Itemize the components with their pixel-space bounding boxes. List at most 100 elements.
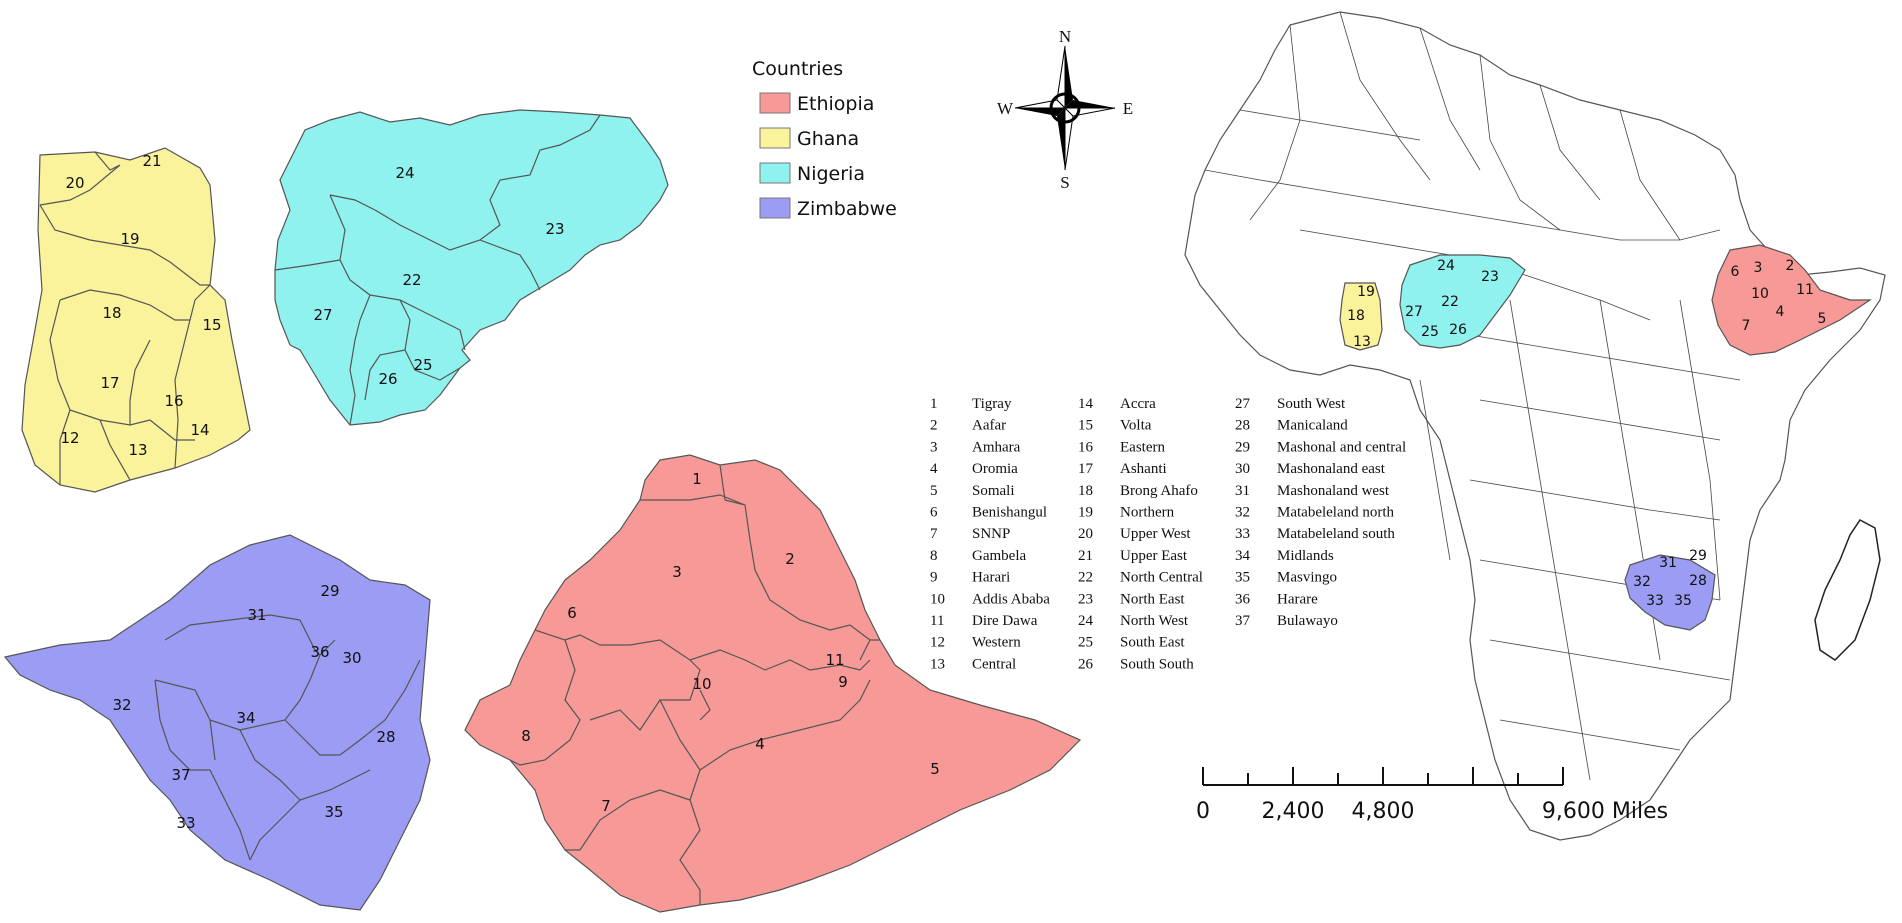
- key-region-name: Eastern: [1120, 439, 1165, 455]
- africa-outline: [1184, 11, 1886, 841]
- legend-label-ethiopia: Ethiopia: [797, 93, 874, 115]
- key-number: 19: [1078, 505, 1093, 521]
- key-region-name: Central: [972, 656, 1016, 672]
- ghana-outline: [21, 147, 251, 493]
- ethiopia-map: [464, 454, 1082, 913]
- key-number: 33: [1235, 526, 1250, 542]
- key-number: 7: [930, 526, 938, 542]
- key-region-name: South East: [1120, 635, 1185, 651]
- key-region-name: Ashanti: [1120, 461, 1167, 477]
- africa-region-label: 23: [1481, 269, 1499, 285]
- nigeria-region-label: 23: [545, 220, 564, 238]
- nigeria-region-label: 26: [378, 370, 397, 388]
- legend-title: Countries: [752, 58, 843, 80]
- key-number: 2: [930, 418, 938, 434]
- key-region-name: Mashonal and central: [1277, 439, 1406, 455]
- key-region-name: Brong Ahafo: [1120, 483, 1198, 499]
- nigeria-outline: [274, 109, 669, 426]
- nigeria-region-label: 22: [402, 271, 421, 289]
- legend-label-zimbabwe: Zimbabwe: [797, 198, 897, 220]
- key-region-name: Tigray: [972, 396, 1012, 412]
- nigeria-region-lines: [274, 114, 601, 426]
- zimbabwe-region-label: 28: [376, 728, 395, 746]
- key-number: 14: [1078, 396, 1094, 412]
- zimbabwe-region-label: 32: [112, 696, 131, 714]
- legend-swatch-nigeria: [759, 162, 791, 184]
- africa-region-label: 10: [1751, 286, 1769, 302]
- nigeria-map: [274, 109, 669, 426]
- ghana-region-label: 18: [102, 304, 121, 322]
- africa-region-label: 28: [1689, 573, 1707, 589]
- key-number: 11: [930, 613, 944, 629]
- ghana-region-label: 14: [190, 421, 209, 439]
- zimbabwe-region-label: 31: [247, 606, 266, 624]
- key-number: 32: [1235, 505, 1250, 521]
- africa-ethiopia: [1711, 244, 1872, 356]
- legend-swatch-ethiopia: [759, 92, 791, 114]
- ghana-region-label: 21: [142, 152, 161, 170]
- legend-swatch-ghana: [759, 127, 791, 149]
- ghana-region-label: 19: [120, 230, 139, 248]
- key-number: 34: [1235, 548, 1251, 564]
- africa-nigeria: [1399, 254, 1526, 349]
- ethiopia-region-label: 8: [521, 727, 531, 745]
- ethiopia-region-label: 5: [930, 760, 940, 778]
- ethiopia-region-label: 7: [601, 797, 611, 815]
- north-arrow: N S E W: [997, 27, 1133, 192]
- africa-region-label: 31: [1659, 555, 1677, 571]
- ghana-region-lines: [39, 151, 211, 485]
- key-region-name: Somali: [972, 483, 1015, 499]
- key-region-name: Benishangul: [972, 505, 1047, 521]
- scale-label-3: 9,600 Miles: [1542, 799, 1668, 824]
- key-region-name: Harare: [1277, 591, 1318, 607]
- zimbabwe-region-label: 30: [342, 649, 361, 667]
- key-number: 16: [1078, 439, 1094, 455]
- zimbabwe-region-label: 29: [320, 582, 339, 600]
- key-number: 31: [1235, 483, 1250, 499]
- compass-n: N: [1059, 27, 1071, 46]
- compass-w: W: [997, 99, 1014, 118]
- key-number: 12: [930, 635, 945, 651]
- key-region-name: Manicaland: [1277, 418, 1348, 434]
- key-region-name: Oromia: [972, 461, 1018, 477]
- key-region-name: Mashonaland west: [1277, 483, 1390, 499]
- key-number: 20: [1078, 526, 1093, 542]
- africa-region-label: 5: [1818, 311, 1827, 327]
- ethiopia-region-label: 1: [692, 470, 702, 488]
- key-number: 36: [1235, 591, 1251, 607]
- region-key: 1 Tigray 2 Aafar 3 Amhara 4 Oromia 5 Somali 6 Benis…: [930, 396, 1406, 672]
- zimbabwe-region-label: 37: [171, 766, 190, 784]
- key-number: 35: [1235, 570, 1250, 586]
- key-number: 37: [1235, 613, 1251, 629]
- key-region-name: Aafar: [972, 418, 1006, 434]
- africa-region-label: 4: [1776, 304, 1785, 320]
- africa-region-label: 11: [1796, 282, 1814, 298]
- key-region-name: Matabeleland north: [1277, 505, 1395, 521]
- key-number: 9: [930, 570, 938, 586]
- zimbabwe-region-label: 36: [310, 643, 329, 661]
- key-number: 18: [1078, 483, 1093, 499]
- ethiopia-region-label: 6: [567, 604, 577, 622]
- africa-region-label: 6: [1731, 264, 1740, 280]
- nigeria-region-label: 25: [413, 356, 432, 374]
- key-region-name: Accra: [1120, 396, 1156, 412]
- key-number: 13: [930, 656, 945, 672]
- africa-region-label: 19: [1357, 284, 1375, 300]
- africa-region-label: 26: [1449, 322, 1467, 338]
- africa-region-label: 7: [1742, 318, 1751, 334]
- key-region-name: Northern: [1120, 505, 1175, 521]
- key-region-name: SNNP: [972, 526, 1010, 542]
- key-number: 22: [1078, 570, 1093, 586]
- key-region-name: Dire Dawa: [972, 613, 1038, 629]
- ethiopia-region-label: 11: [825, 651, 844, 669]
- key-number: 5: [930, 483, 938, 499]
- key-region-name: Addis Ababa: [972, 591, 1050, 607]
- zimbabwe-region-lines: [154, 614, 421, 861]
- ghana-region-label: 13: [128, 441, 147, 459]
- legend: Countries Ethiopia Ghana Nigeria Zimbabwe: [752, 58, 897, 220]
- ghana-region-label: 20: [65, 174, 84, 192]
- key-region-name: Volta: [1120, 418, 1152, 434]
- ethiopia-region-label: 4: [755, 735, 765, 753]
